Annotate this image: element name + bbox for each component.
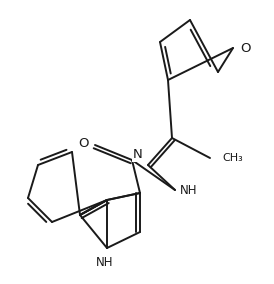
Text: O: O <box>240 41 250 55</box>
Text: N: N <box>133 148 143 161</box>
Text: NH: NH <box>96 256 114 269</box>
Text: O: O <box>78 137 89 149</box>
Text: NH: NH <box>180 183 198 197</box>
Text: CH₃: CH₃ <box>222 153 243 163</box>
